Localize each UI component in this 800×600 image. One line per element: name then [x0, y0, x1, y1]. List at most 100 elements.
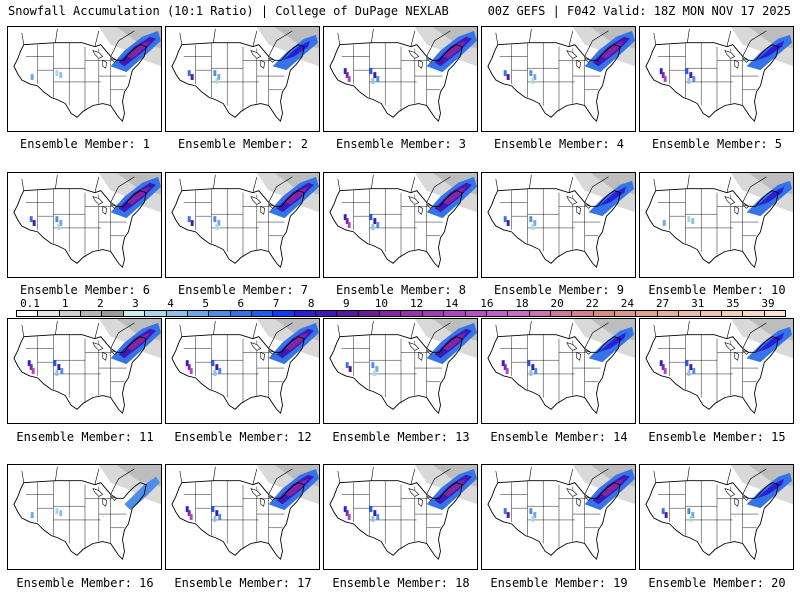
- east-snow-swath: [282, 40, 311, 61]
- ensemble-member-label: Ensemble Member: 3: [335, 137, 467, 151]
- ensemble-map-18: [323, 464, 478, 570]
- west-snow-patch: [371, 78, 375, 84]
- west-snow-patch: [687, 508, 691, 515]
- west-snow-patch: [375, 366, 379, 372]
- east-snow-swath: [598, 186, 627, 207]
- west-snow-patch: [218, 514, 222, 520]
- west-snow-patch: [529, 216, 533, 223]
- color-scale-swatch: [251, 311, 274, 316]
- ensemble-member-label: Ensemble Member: 18: [332, 576, 470, 590]
- west-snow-patch: [189, 514, 193, 520]
- west-snow-patch: [527, 360, 531, 367]
- ensemble-member-label: Ensemble Member: 13: [332, 430, 470, 444]
- color-scale-tick: 0.1: [20, 297, 40, 310]
- ensemble-map-19: [481, 464, 636, 570]
- color-scale-tick: 12: [409, 297, 424, 310]
- west-snow-patch: [531, 224, 535, 230]
- east-snow-swath: [284, 186, 309, 205]
- west-snow-patch: [211, 506, 215, 513]
- color-scale-swatch: [593, 311, 616, 316]
- ensemble-member-label: Ensemble Member: 15: [648, 430, 786, 444]
- ensemble-map-20: [639, 464, 794, 570]
- west-snow-patch: [31, 368, 35, 374]
- west-snow-patch: [213, 216, 217, 223]
- west-snow-patch: [529, 370, 533, 376]
- west-snow-patch: [685, 360, 689, 367]
- color-scale-swatch: [123, 311, 146, 316]
- west-snow-patch: [215, 510, 219, 517]
- west-snow-patch: [345, 218, 349, 225]
- color-scale-swatch: [102, 311, 124, 316]
- west-snow-patch: [506, 512, 510, 518]
- west-snow-patch: [369, 214, 373, 221]
- west-snow-patch: [664, 512, 668, 518]
- color-scale-swatch: [358, 311, 381, 316]
- west-snow-patch: [187, 216, 191, 223]
- west-snow-patch: [211, 360, 215, 367]
- east-snow-swath: [598, 332, 627, 353]
- west-snow-patch: [347, 514, 351, 520]
- ensemble-member-label: Ensemble Member: 19: [490, 576, 628, 590]
- east-snow-swath: [442, 478, 467, 497]
- west-snow-patch: [55, 370, 59, 376]
- color-scale-tick: 16: [480, 297, 494, 310]
- color-scale-tick: 4: [167, 297, 174, 310]
- west-snow-patch: [57, 364, 61, 371]
- chart-title: Snowfall Accumulation (10:1 Ratio) | Col…: [8, 4, 449, 18]
- color-scale-swatch: [187, 311, 210, 316]
- ensemble-map-11: [7, 318, 162, 424]
- color-scale-swatch: [743, 311, 765, 316]
- color-scale-swatch: [380, 311, 402, 316]
- west-snow-patch: [503, 70, 507, 77]
- color-scale-swatch: [508, 311, 530, 316]
- ensemble-member-label: Ensemble Member: 9: [493, 283, 625, 297]
- color-scale-swatch: [657, 311, 680, 316]
- west-snow-patch: [369, 68, 373, 75]
- color-scale-tick: 5: [202, 297, 210, 310]
- west-snow-patch: [187, 510, 191, 517]
- color-scale-swatch: [721, 311, 744, 316]
- color-scale-tick: 1: [61, 297, 69, 310]
- west-snow-patch: [661, 364, 665, 371]
- west-snow-patch: [691, 512, 695, 518]
- color-scale-tick: 22: [585, 297, 599, 310]
- west-snow-patch: [373, 510, 377, 517]
- west-snow-patch: [187, 70, 191, 77]
- west-snow-patch: [343, 214, 347, 221]
- color-scale-tick: 7: [272, 297, 280, 310]
- color-scale-swatch: [764, 311, 785, 316]
- west-snow-patch: [185, 360, 189, 367]
- west-snow-patch: [687, 78, 691, 84]
- ensemble-map-14: [481, 318, 636, 424]
- east-snow-swath: [126, 186, 151, 205]
- color-scale-tick: 10: [374, 297, 389, 310]
- west-snow-patch: [529, 70, 533, 77]
- west-snow-patch: [662, 220, 666, 226]
- color-scale-tick: 8: [307, 297, 315, 310]
- west-snow-patch: [659, 360, 663, 367]
- ensemble-map-15: [639, 318, 794, 424]
- east-snow-swath: [756, 332, 785, 353]
- ensemble-map-10: [639, 172, 794, 278]
- west-snow-patch: [53, 360, 57, 367]
- model-run-info: 00Z GEFS | F042 Valid: 18Z MON NOV 17 20…: [487, 4, 791, 18]
- west-snow-patch: [506, 220, 510, 226]
- west-snow-patch: [689, 72, 693, 79]
- west-snow-patch: [533, 220, 537, 226]
- east-snow-swath: [756, 40, 785, 61]
- ensemble-map-3: [323, 26, 478, 132]
- west-snow-patch: [215, 78, 219, 84]
- west-snow-patch: [189, 368, 193, 374]
- ensemble-map-12: [165, 318, 320, 424]
- ensemble-member-label: Ensemble Member: 12: [174, 430, 312, 444]
- color-scale-swatch: [529, 311, 551, 316]
- ensemble-map-5: [639, 26, 794, 132]
- west-snow-patch: [57, 224, 61, 230]
- west-snow-patch: [215, 364, 219, 371]
- west-snow-patch: [531, 78, 535, 84]
- color-scale-swatch: [81, 311, 103, 316]
- west-snow-patch: [347, 76, 351, 82]
- ensemble-member-label: Ensemble Member: 1: [19, 137, 151, 151]
- east-snow-swath: [600, 40, 625, 59]
- west-snow-patch: [27, 360, 31, 367]
